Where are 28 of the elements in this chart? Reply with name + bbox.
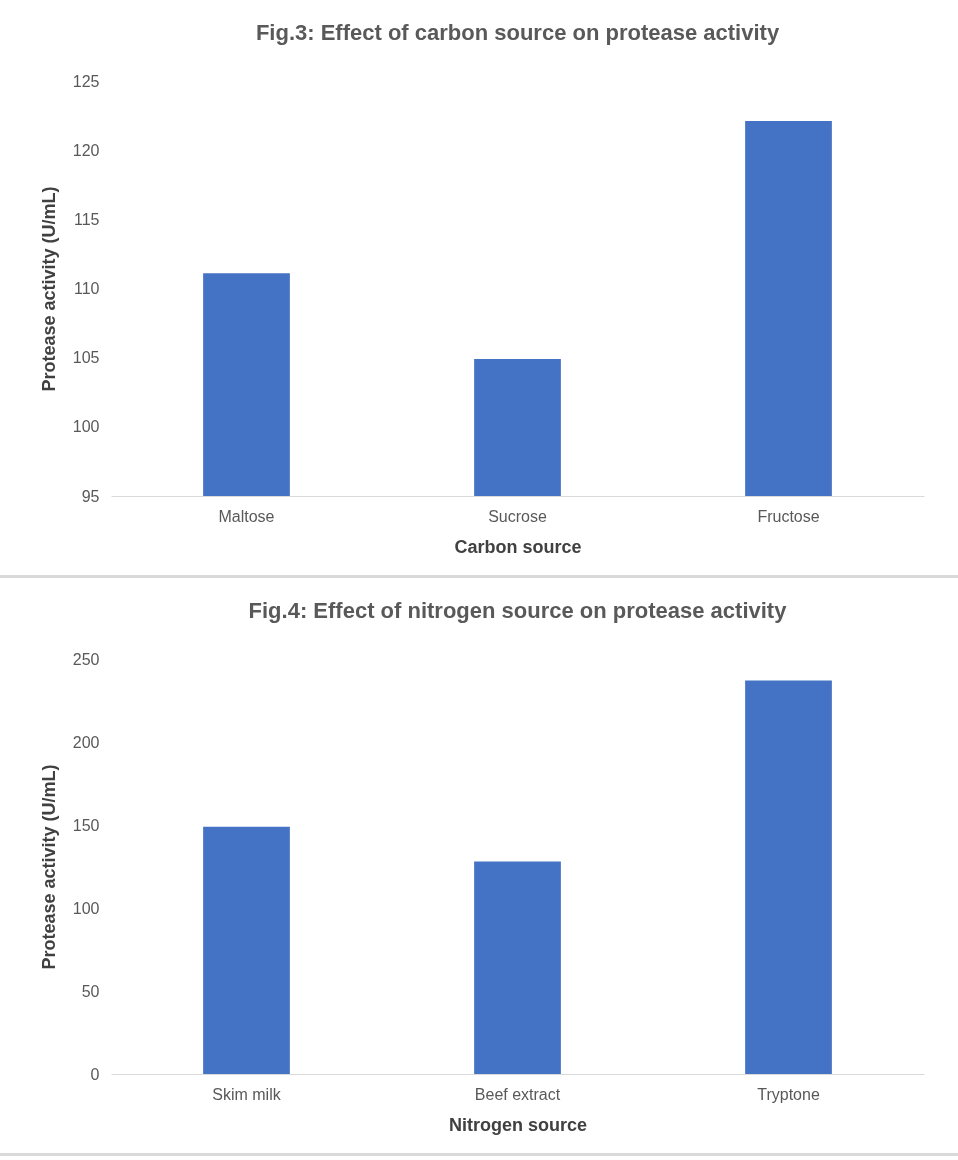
- y-tick-label: 110: [73, 280, 100, 297]
- y-tick-label: 95: [81, 487, 100, 505]
- x-tick-label: Sucrose: [488, 507, 547, 525]
- y-tick-label: 150: [72, 816, 100, 834]
- x-tick-label: Skim milk: [212, 1085, 282, 1103]
- y-tick-label: 100: [72, 418, 100, 436]
- y-tick-label: 100: [72, 899, 100, 917]
- bar: [474, 861, 561, 1074]
- y-tick-label: 250: [72, 650, 100, 668]
- x-tick-label: Fructose: [757, 507, 820, 525]
- bar: [203, 826, 290, 1074]
- x-axis-title: Nitrogen source: [448, 1114, 588, 1135]
- chart-title: Fig.3: Effect of carbon source on protease activity: [255, 20, 780, 45]
- x-tick-label: Maltose: [218, 507, 275, 525]
- y-tick-label: 200: [72, 733, 100, 751]
- bar: [745, 680, 832, 1074]
- y-tick-label: 125: [72, 72, 100, 90]
- y-tick-label: 0: [90, 1065, 100, 1083]
- y-tick-label: 120: [72, 141, 100, 159]
- x-tick-label: Tryptone: [757, 1085, 820, 1103]
- chart-title: Fig.4: Effect of nitrogen source on protease activity: [248, 598, 788, 623]
- x-tick-label: Beef extract: [474, 1085, 561, 1103]
- y-tick-label: 115: [73, 210, 100, 228]
- y-tick-label: 50: [81, 982, 100, 1000]
- x-axis-title: Carbon source: [454, 536, 582, 557]
- y-axis-title: Protease activity (U/mL): [38, 764, 59, 970]
- y-axis-title: Protease activity (U/mL): [38, 186, 59, 392]
- y-tick-label: 105: [72, 349, 100, 367]
